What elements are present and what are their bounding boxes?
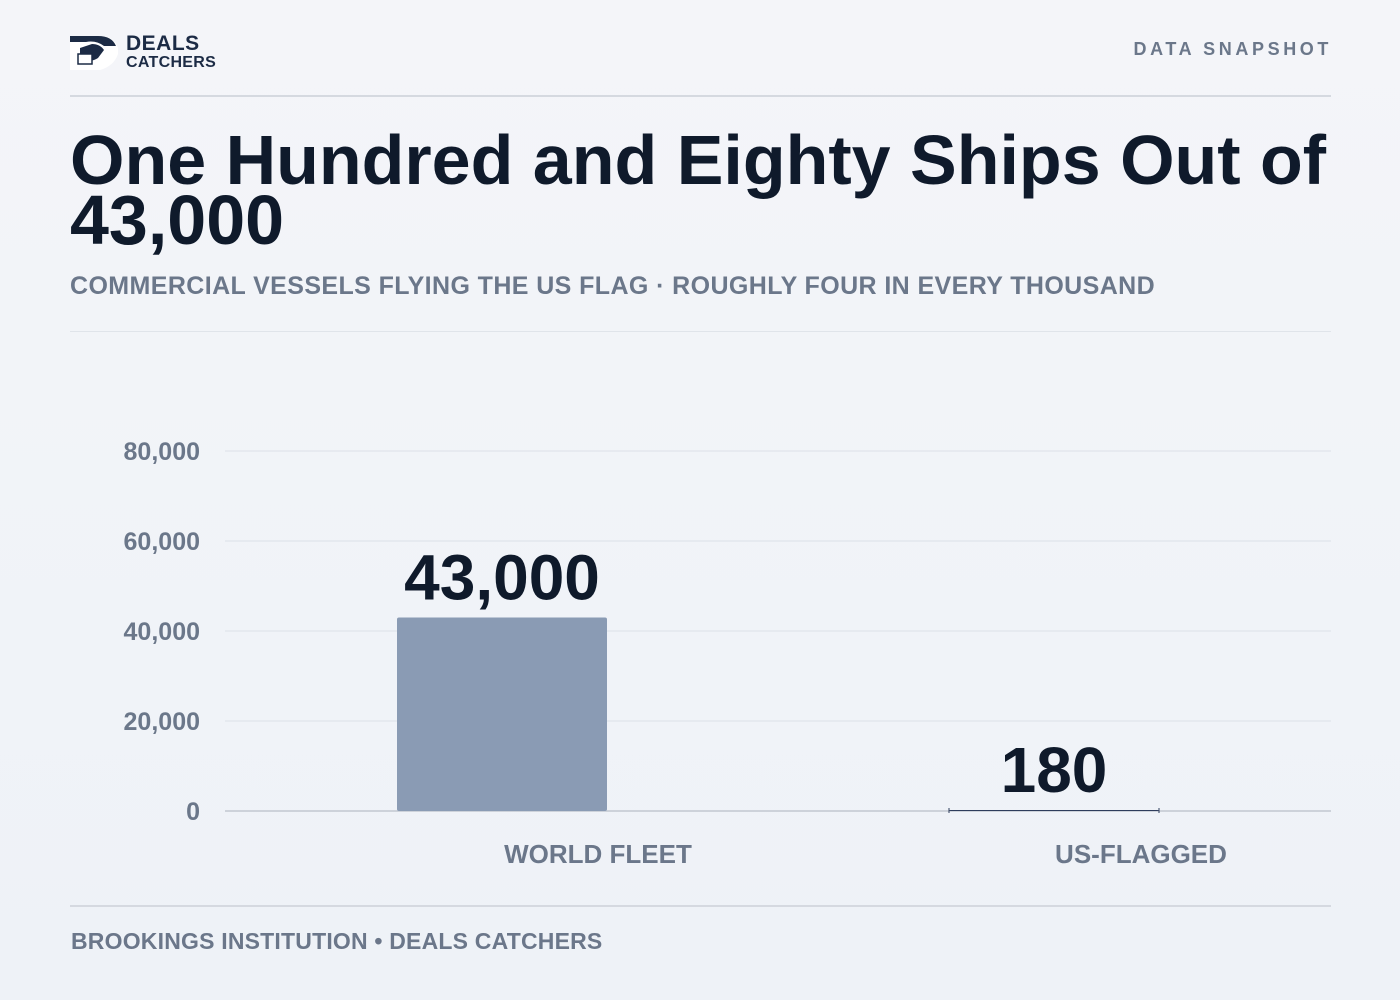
logo-text-deals: DEALS: [126, 32, 200, 55]
y-tick-label: 20,000: [124, 708, 200, 736]
handshake-logo-icon: [70, 36, 118, 70]
logo[interactable]: DEALS CATCHERS: [70, 32, 240, 76]
header-divider: [70, 95, 1331, 97]
data-label: 43,000: [404, 542, 600, 614]
page-subtitle: COMMERCIAL VESSELS FLYING THE US FLAG · …: [70, 272, 1156, 300]
y-tick-label: 80,000: [124, 438, 200, 466]
bar: [949, 810, 1159, 811]
y-tick-label: 40,000: [124, 618, 200, 646]
footer-divider: [70, 905, 1331, 907]
header: DEALS CATCHERS DATA SNAPSHOT: [70, 30, 1332, 78]
x-category-label: WORLD FLEET: [504, 839, 692, 869]
y-tick-label: 60,000: [124, 528, 200, 556]
bar: [397, 617, 607, 811]
x-category-label: US-FLAGGED: [1055, 839, 1227, 869]
page-title: One Hundred and Eighty Ships Out of 43,0…: [70, 121, 1327, 259]
source-credit: BROOKINGS INSTITUTION • DEALS CATCHERS: [71, 928, 603, 954]
y-tick-label: 0: [186, 798, 200, 826]
data-label: 180: [1001, 734, 1108, 806]
logo-text-catchers: CATCHERS: [126, 54, 217, 71]
subtitle-divider: [70, 331, 1331, 332]
data-snapshot-tag: DATA SNAPSHOT: [1133, 39, 1332, 59]
